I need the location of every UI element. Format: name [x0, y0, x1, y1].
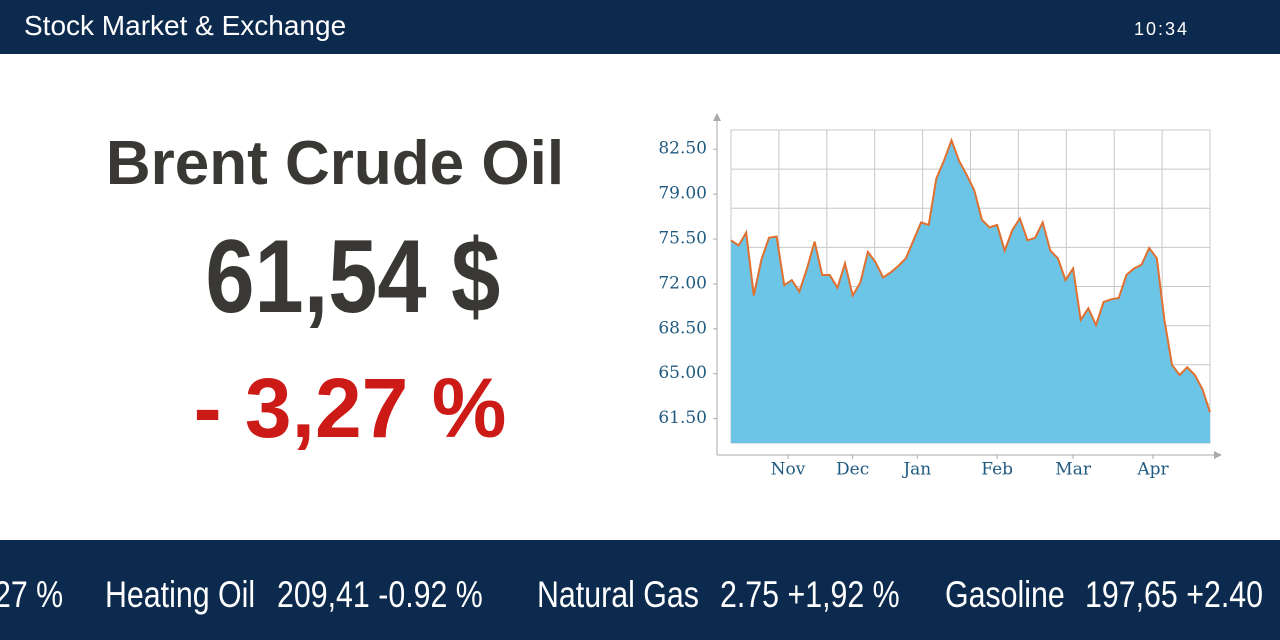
ticker-value: 209,41 -0.92 % — [277, 574, 483, 615]
x-axis-arrow — [1214, 451, 1222, 459]
x-tick-label: Mar — [1055, 460, 1092, 480]
chart: 61.50 65.00 68.50 72.00 75.50 79.00 82.50 Nov De… — [658, 113, 1222, 480]
ticker-bar — [0, 540, 1280, 640]
instrument-name: Brent Crude Oil — [105, 129, 565, 198]
y-axis-arrow — [713, 113, 721, 121]
area — [731, 140, 1210, 444]
line — [730, 137, 1211, 413]
x-tick-label: Jan — [901, 460, 931, 480]
x-tick-label: Dec — [836, 460, 869, 480]
y-tick-label: 82.50 — [658, 139, 707, 159]
clock: 10:34 — [1134, 19, 1190, 39]
y-tick-label: 68.50 — [658, 318, 707, 338]
ticker-name: Natural Gas — [537, 574, 699, 615]
ticker-name: Gasoline — [945, 574, 1065, 615]
x-tick-label: Feb — [981, 460, 1013, 480]
header-title: Stock Market & Exchange — [24, 10, 347, 41]
ticker-value: 197,65 +2.40 — [1085, 574, 1264, 615]
x-tick-label: Nov — [771, 460, 806, 480]
y-tick-label: 75.50 — [658, 229, 707, 249]
header-bar — [0, 0, 1280, 54]
y-tick-label: 61.50 — [658, 408, 707, 428]
price: 61,54 $ — [205, 219, 501, 335]
ticker-value: 2.75 +1,92 % — [720, 574, 900, 615]
change: - 3,27 % — [193, 361, 507, 455]
y-tick-label: 72.00 — [658, 273, 707, 293]
y-tick-label: 79.00 — [658, 184, 707, 204]
ticker-name: Heating Oil — [105, 574, 256, 615]
x-tick-label: Apr — [1136, 460, 1169, 480]
y-tick-label: 65.00 — [658, 363, 707, 383]
ticker-fragment: 27 % — [0, 574, 64, 615]
